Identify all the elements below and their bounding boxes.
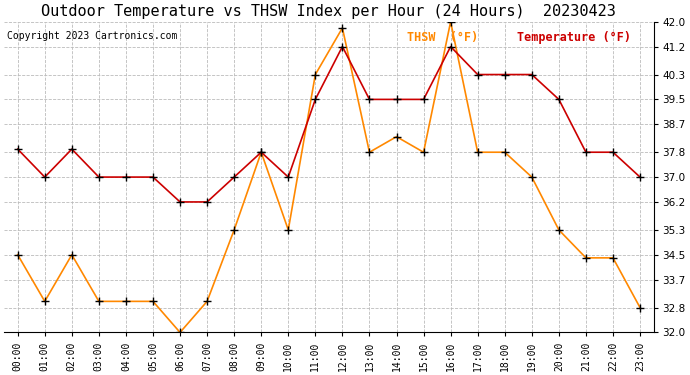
Text: THSW  (°F): THSW (°F) (407, 31, 478, 44)
Text: Copyright 2023 Cartronics.com: Copyright 2023 Cartronics.com (8, 31, 178, 41)
Text: Temperature (°F): Temperature (°F) (518, 31, 631, 44)
Title: Outdoor Temperature vs THSW Index per Hour (24 Hours)  20230423: Outdoor Temperature vs THSW Index per Ho… (41, 4, 616, 19)
